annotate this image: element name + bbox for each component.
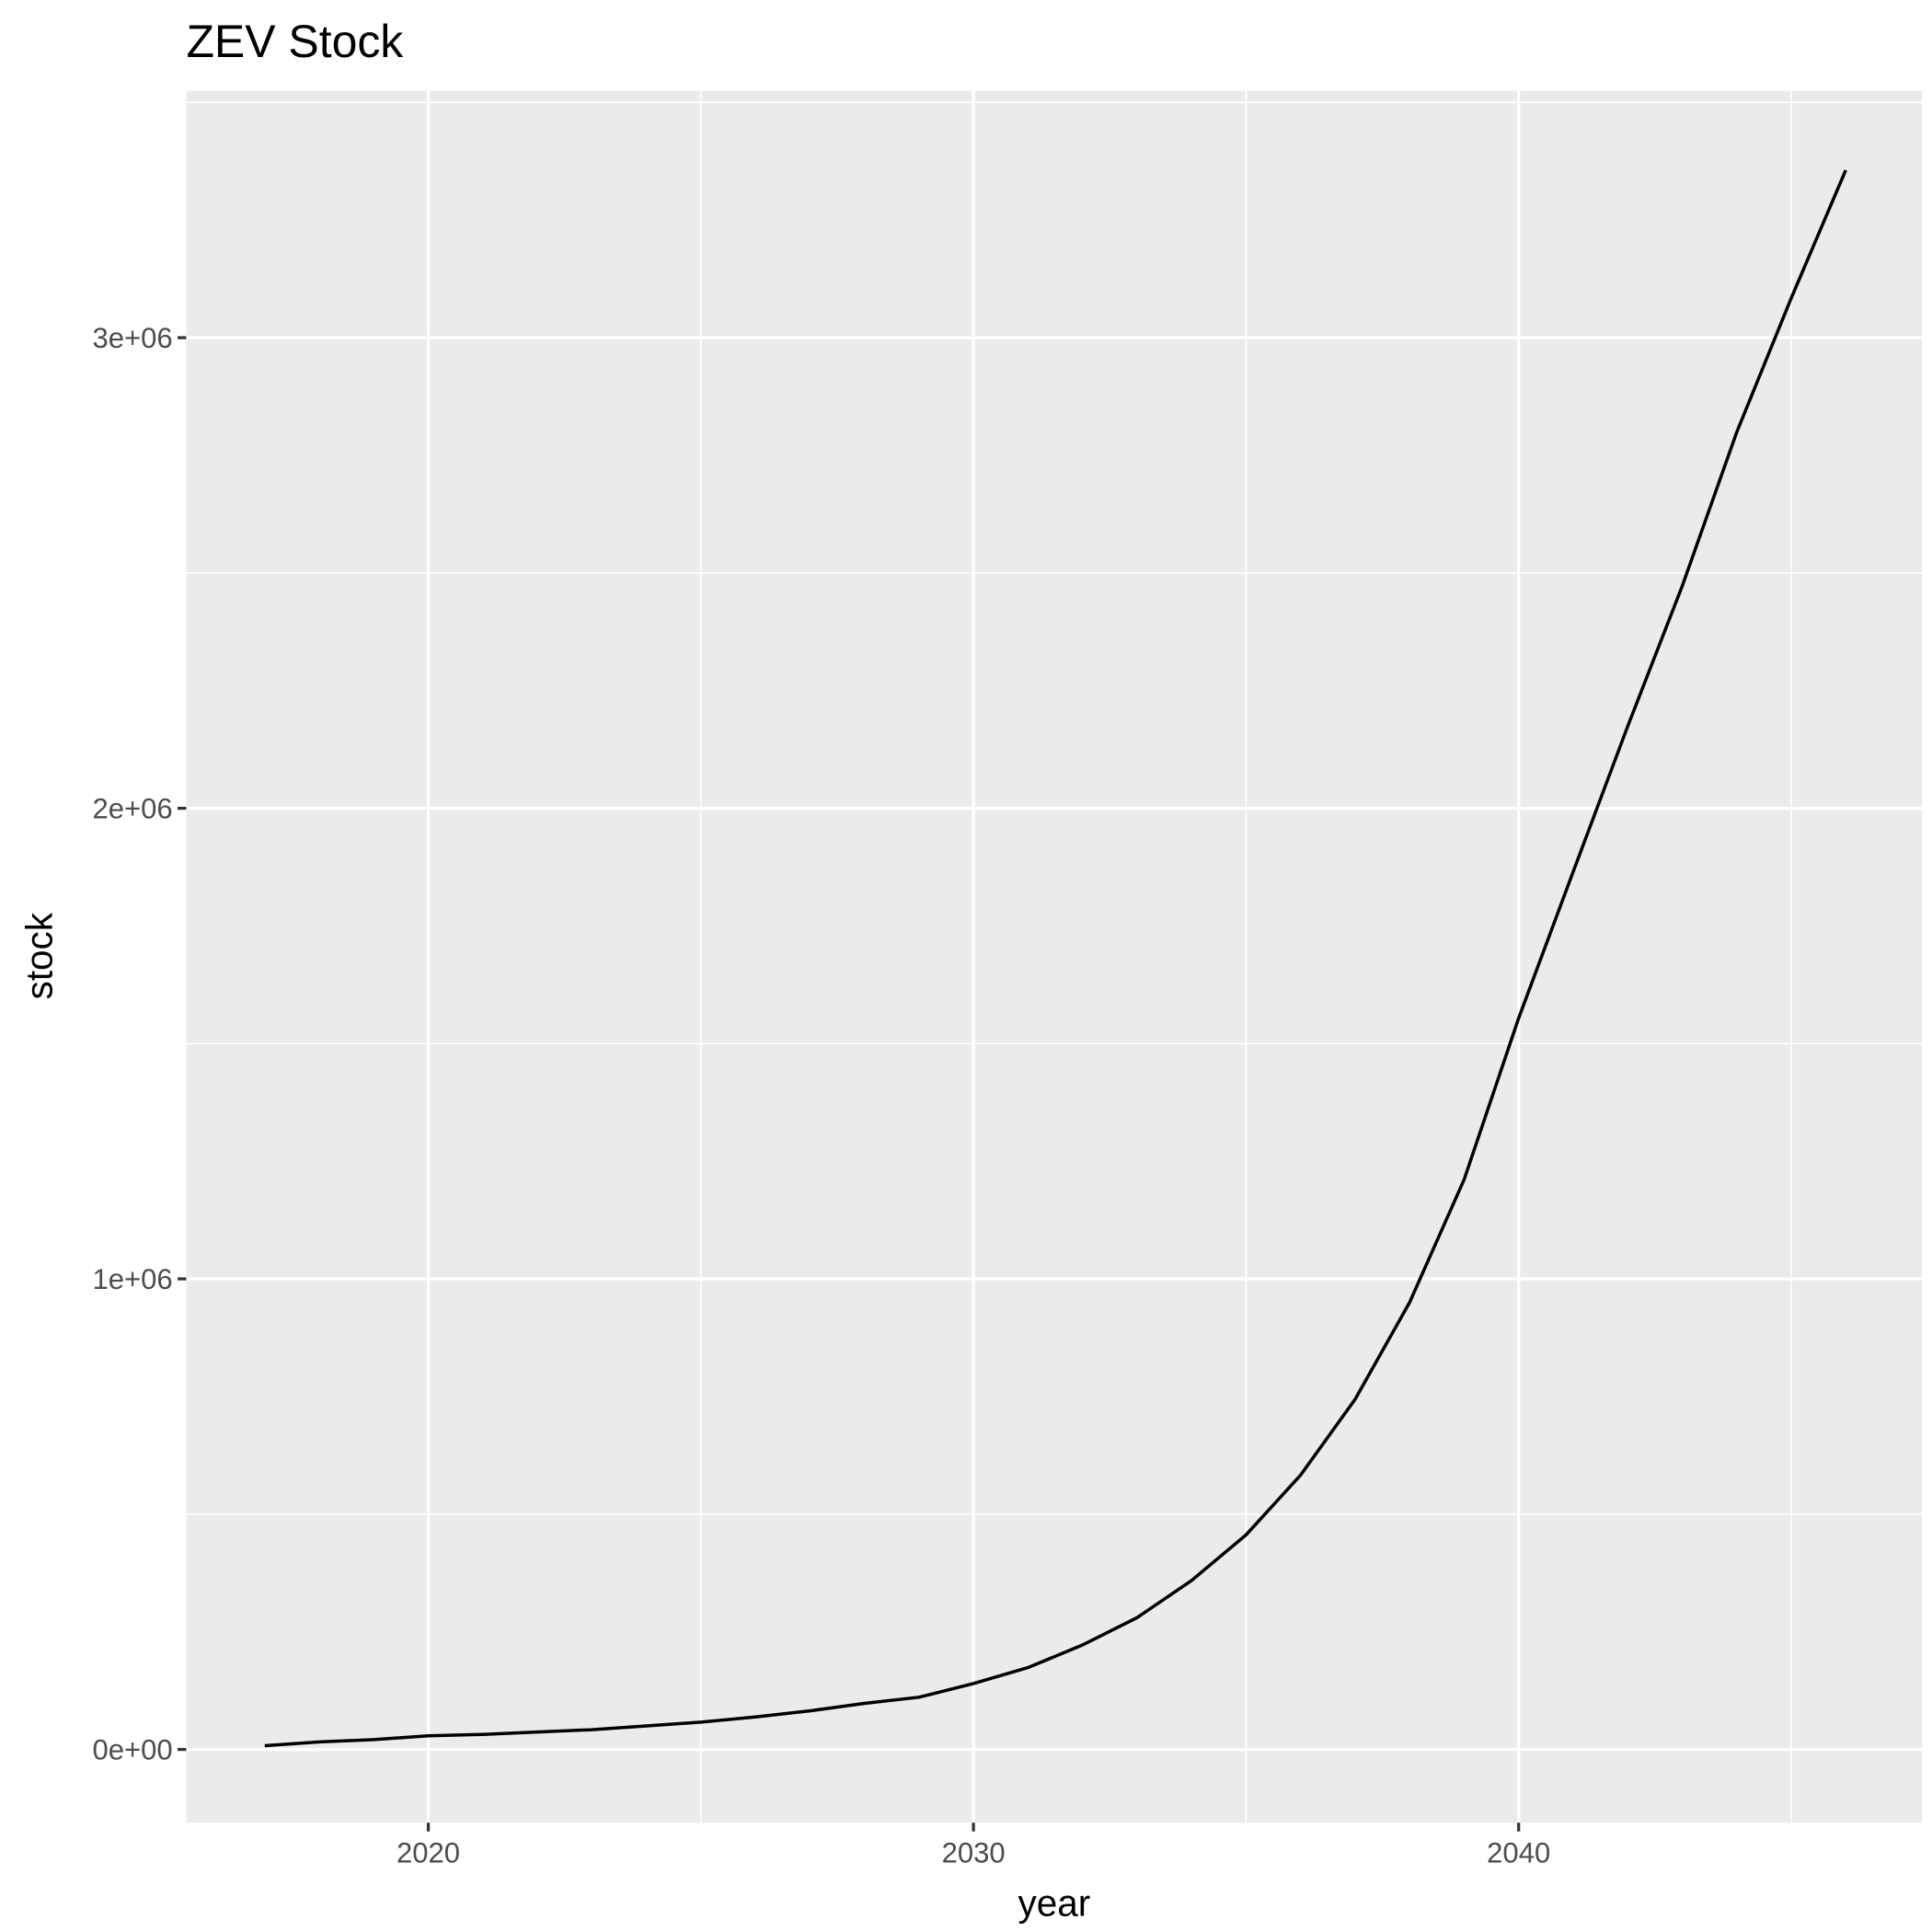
x-tick-label: 2020 xyxy=(397,1836,460,1869)
y-tick-label: 0e+00 xyxy=(92,1733,172,1765)
data-line xyxy=(264,169,1847,1748)
y-tick-label: 3e+06 xyxy=(92,322,172,354)
x-tick-label: 2030 xyxy=(942,1836,1006,1869)
x-axis-title: year xyxy=(1018,1881,1090,1924)
y-tick-label: 2e+06 xyxy=(92,792,172,824)
panel xyxy=(186,90,1923,1823)
y-axis-title: stock xyxy=(18,912,61,999)
chart-title: ZEV Stock xyxy=(186,16,404,67)
y-tick-label: 1e+06 xyxy=(92,1263,172,1295)
x-tick-label: 2040 xyxy=(1487,1836,1550,1869)
